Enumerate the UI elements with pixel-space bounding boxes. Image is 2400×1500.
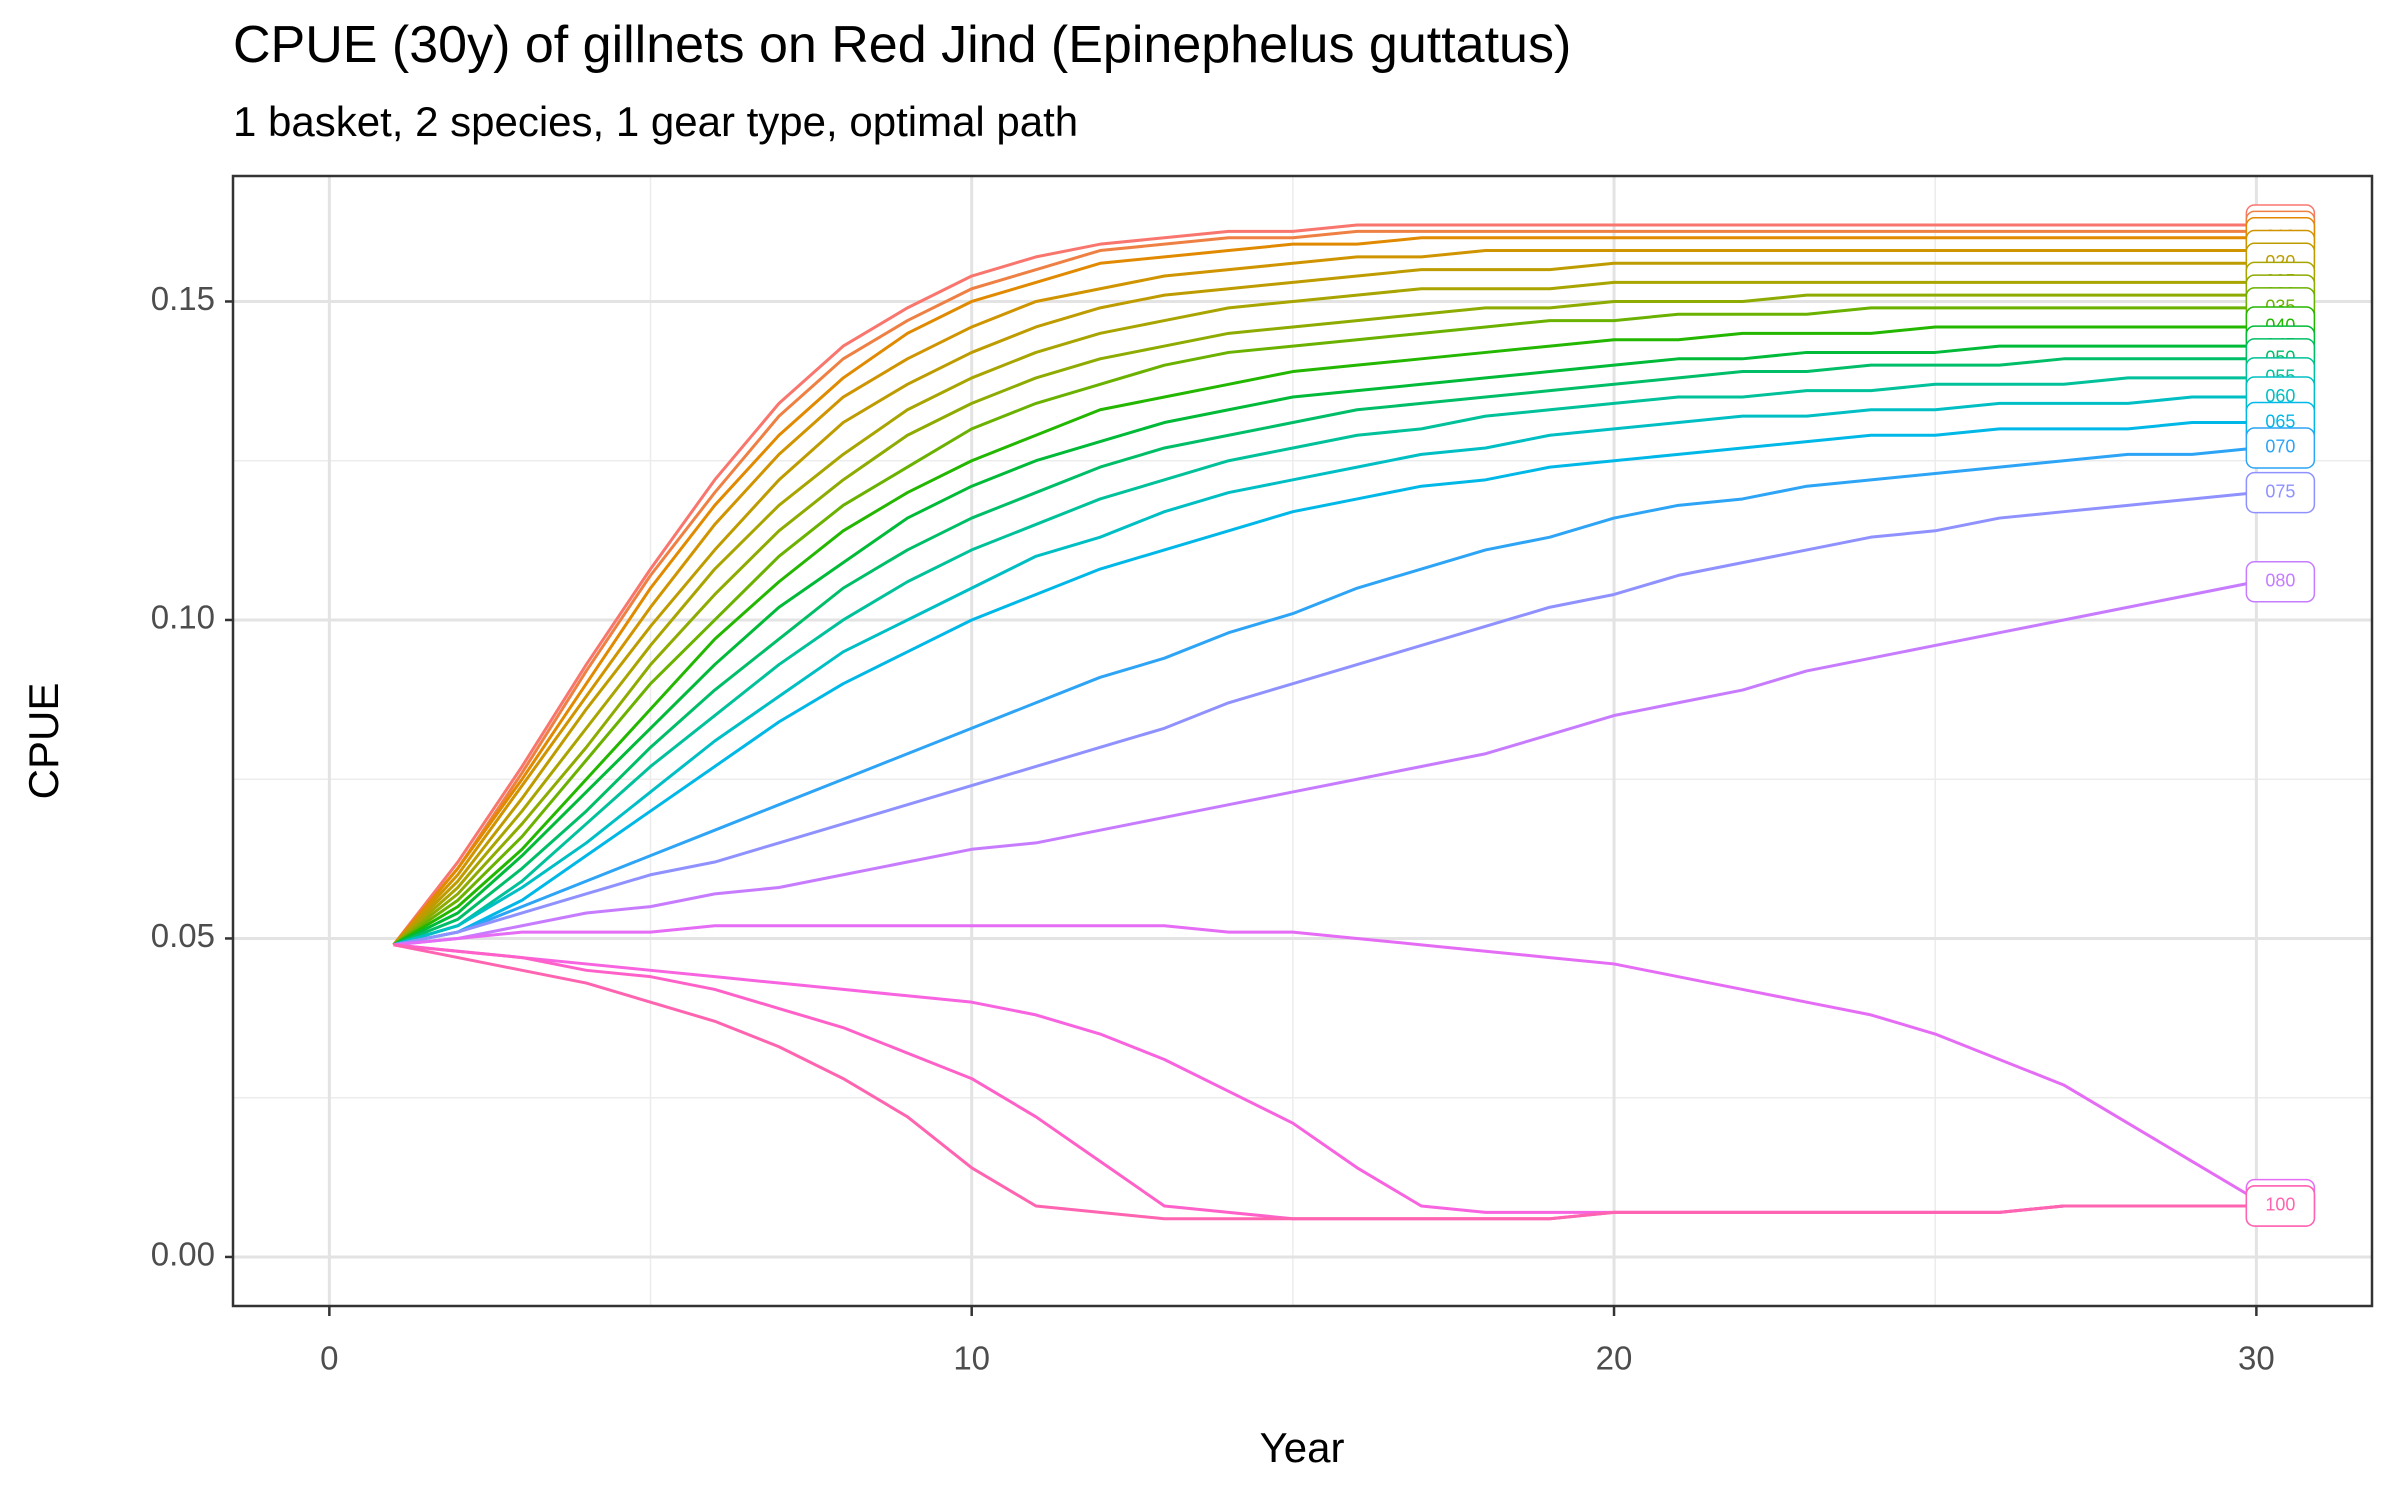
series-line: [393, 943, 2257, 1221]
series-label-text: 080: [2265, 571, 2295, 591]
series-label: 080: [2245, 561, 2316, 603]
x-tick-label: 20: [1596, 1340, 1633, 1377]
series-line: [393, 491, 2257, 947]
series-label-text: 060: [2265, 386, 2295, 406]
x-axis-label: Year: [1260, 1424, 1345, 1471]
series-line: [392, 236, 2257, 946]
series-line: [393, 924, 2258, 1201]
series-label-box: [2245, 471, 2316, 514]
x-tick-label: 30: [2238, 1340, 2275, 1377]
series-label-text: 100: [2265, 1195, 2295, 1215]
series-line: [393, 580, 2257, 947]
series-label-text: 065: [2265, 411, 2295, 431]
series-label-box: [2245, 1185, 2316, 1227]
y-tick-label: 0.15: [151, 280, 215, 317]
series-line: [393, 421, 2257, 947]
series-line: [392, 280, 2257, 946]
series-line: [392, 344, 2257, 947]
series-line: [392, 223, 2257, 946]
y-tick-label: 0.05: [151, 917, 215, 954]
series-line: [393, 357, 2257, 947]
x-tick-label: 0: [320, 1340, 338, 1377]
chart-subtitle: 1 basket, 2 species, 1 gear type, optima…: [233, 98, 1078, 145]
series-line: [392, 229, 2257, 946]
y-axis-label: CPUE: [20, 683, 67, 800]
series-line: [392, 249, 2257, 946]
series-line: [392, 293, 2257, 947]
y-tick-label: 0.00: [151, 1236, 215, 1273]
series-line: [392, 306, 2257, 947]
series-line: [393, 446, 2257, 947]
series-label: 070: [2245, 427, 2316, 469]
series-label: 075: [2245, 471, 2316, 514]
series-line: [393, 395, 2257, 947]
series-label-box: [2245, 427, 2316, 469]
series-line: [393, 376, 2257, 947]
series-label: 100: [2245, 1185, 2316, 1227]
plot-border: [231, 174, 2374, 1308]
series-line: [392, 261, 2257, 946]
series-line: [392, 325, 2257, 947]
series-label-box: [2245, 561, 2316, 603]
y-tick-label: 0.10: [151, 599, 215, 636]
series-label-text: 070: [2265, 437, 2295, 457]
x-tick-label: 10: [953, 1340, 990, 1377]
series-label-text: 075: [2265, 481, 2295, 501]
chart-title: CPUE (30y) of gillnets on Red Jind (Epin…: [233, 16, 1571, 74]
